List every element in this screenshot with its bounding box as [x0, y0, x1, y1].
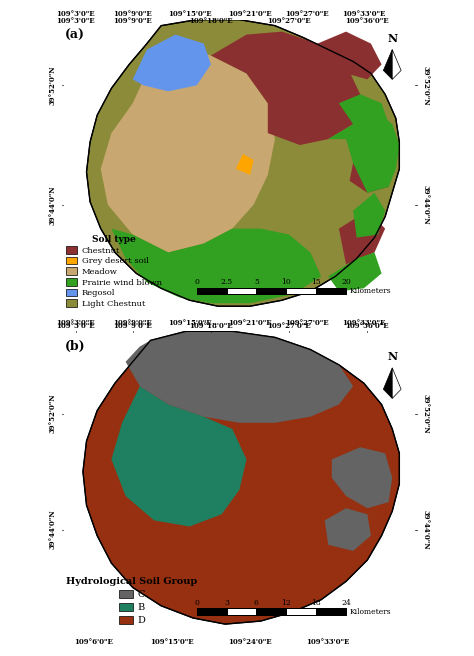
Text: 109°15'0"E: 109°15'0"E — [150, 638, 194, 646]
Bar — [286, 608, 316, 615]
Text: 109°24'0"E: 109°24'0"E — [228, 638, 272, 646]
Text: 18: 18 — [311, 599, 321, 607]
Text: 0: 0 — [194, 599, 199, 607]
Bar — [256, 608, 286, 615]
Polygon shape — [236, 154, 254, 175]
Text: 109°3'0"E: 109°3'0"E — [56, 10, 95, 18]
Polygon shape — [383, 368, 392, 398]
Text: 39°52'0"N: 39°52'0"N — [49, 394, 57, 434]
Polygon shape — [168, 453, 204, 496]
Text: 3: 3 — [224, 599, 229, 607]
Polygon shape — [126, 331, 353, 423]
Text: 109°33'0"E: 109°33'0"E — [342, 10, 385, 18]
Legend: C, B, D: C, B, D — [66, 577, 198, 625]
Polygon shape — [383, 50, 392, 79]
Text: 39°44'0"N: 39°44'0"N — [49, 510, 57, 549]
Text: 24: 24 — [341, 599, 351, 607]
Text: 109°3'0"E: 109°3'0"E — [56, 322, 95, 330]
Text: 39°44'0"N: 39°44'0"N — [49, 185, 57, 224]
Text: 109°3'0"E: 109°3'0"E — [56, 17, 95, 25]
Polygon shape — [328, 110, 399, 193]
Polygon shape — [339, 211, 385, 264]
Text: 5: 5 — [254, 278, 259, 286]
Text: 109°15'0"E: 109°15'0"E — [168, 319, 211, 327]
Text: 0: 0 — [194, 278, 199, 286]
Text: 109°18'0"E: 109°18'0"E — [189, 17, 233, 25]
Bar — [316, 608, 346, 615]
Text: Kilometers: Kilometers — [350, 287, 391, 295]
Text: 109°18'0"E: 109°18'0"E — [189, 322, 233, 330]
Text: 109°36'0"E: 109°36'0"E — [346, 17, 389, 25]
Text: 109°9'0"E: 109°9'0"E — [113, 322, 152, 330]
Text: 109°21'0"E: 109°21'0"E — [228, 10, 272, 18]
Text: 109°27'0"E: 109°27'0"E — [267, 17, 311, 25]
Text: N: N — [387, 351, 397, 362]
Bar — [197, 608, 227, 615]
Text: 20: 20 — [341, 278, 351, 286]
Text: 109°33'0"E: 109°33'0"E — [307, 638, 350, 646]
Polygon shape — [392, 50, 401, 79]
Polygon shape — [111, 228, 321, 303]
Text: 109°9'0"E: 109°9'0"E — [113, 10, 152, 18]
Text: 39°52'0"N: 39°52'0"N — [49, 66, 57, 105]
Bar — [316, 288, 346, 295]
Text: 39°52'0"N: 39°52'0"N — [422, 394, 430, 434]
Legend: Chestnut, Grey desert soil, Meadow, Prairie wind blown, Regosol, Light Chestnut: Chestnut, Grey desert soil, Meadow, Prai… — [66, 235, 162, 308]
Text: 2.5: 2.5 — [220, 278, 233, 286]
Text: 109°21'0"E: 109°21'0"E — [228, 319, 272, 327]
Polygon shape — [392, 368, 401, 398]
Bar — [286, 288, 316, 295]
Text: 109°27'0"E: 109°27'0"E — [285, 319, 329, 327]
Polygon shape — [332, 447, 392, 508]
Text: 109°27'0"E: 109°27'0"E — [267, 322, 311, 330]
Polygon shape — [211, 31, 360, 145]
Text: 109°33'0"E: 109°33'0"E — [342, 319, 385, 327]
Bar — [256, 288, 286, 295]
Text: 39°44'0"N: 39°44'0"N — [422, 510, 430, 549]
Bar — [227, 608, 256, 615]
Polygon shape — [100, 43, 275, 253]
Text: 109°27'0"E: 109°27'0"E — [285, 10, 329, 18]
Text: N: N — [387, 33, 397, 43]
Polygon shape — [328, 253, 382, 291]
Text: 15: 15 — [311, 278, 321, 286]
Text: 12: 12 — [282, 599, 291, 607]
Text: 109°6'0"E: 109°6'0"E — [74, 638, 113, 646]
Polygon shape — [111, 386, 246, 527]
Text: 10: 10 — [282, 278, 291, 286]
Polygon shape — [133, 35, 211, 91]
Polygon shape — [325, 508, 371, 551]
Text: 39°44'0"N: 39°44'0"N — [422, 185, 430, 224]
Bar — [197, 288, 227, 295]
Polygon shape — [350, 145, 392, 193]
Text: 109°9'0"E: 109°9'0"E — [113, 319, 152, 327]
Bar — [197, 608, 346, 615]
Text: 39°52'0"N: 39°52'0"N — [422, 66, 430, 105]
Bar — [227, 288, 256, 295]
Polygon shape — [339, 94, 389, 133]
Text: 109°3'0"E: 109°3'0"E — [56, 319, 95, 327]
Text: (a): (a) — [65, 29, 85, 41]
Bar — [197, 288, 346, 295]
Text: 6: 6 — [254, 599, 259, 607]
Polygon shape — [353, 193, 385, 237]
Polygon shape — [318, 31, 382, 79]
Text: Kilometers: Kilometers — [350, 607, 391, 615]
Polygon shape — [83, 331, 399, 624]
Text: 109°36'0"E: 109°36'0"E — [346, 322, 389, 330]
Polygon shape — [86, 20, 399, 306]
Text: 109°9'0"E: 109°9'0"E — [113, 17, 152, 25]
Text: (b): (b) — [65, 340, 86, 354]
Text: 109°15'0"E: 109°15'0"E — [168, 10, 211, 18]
